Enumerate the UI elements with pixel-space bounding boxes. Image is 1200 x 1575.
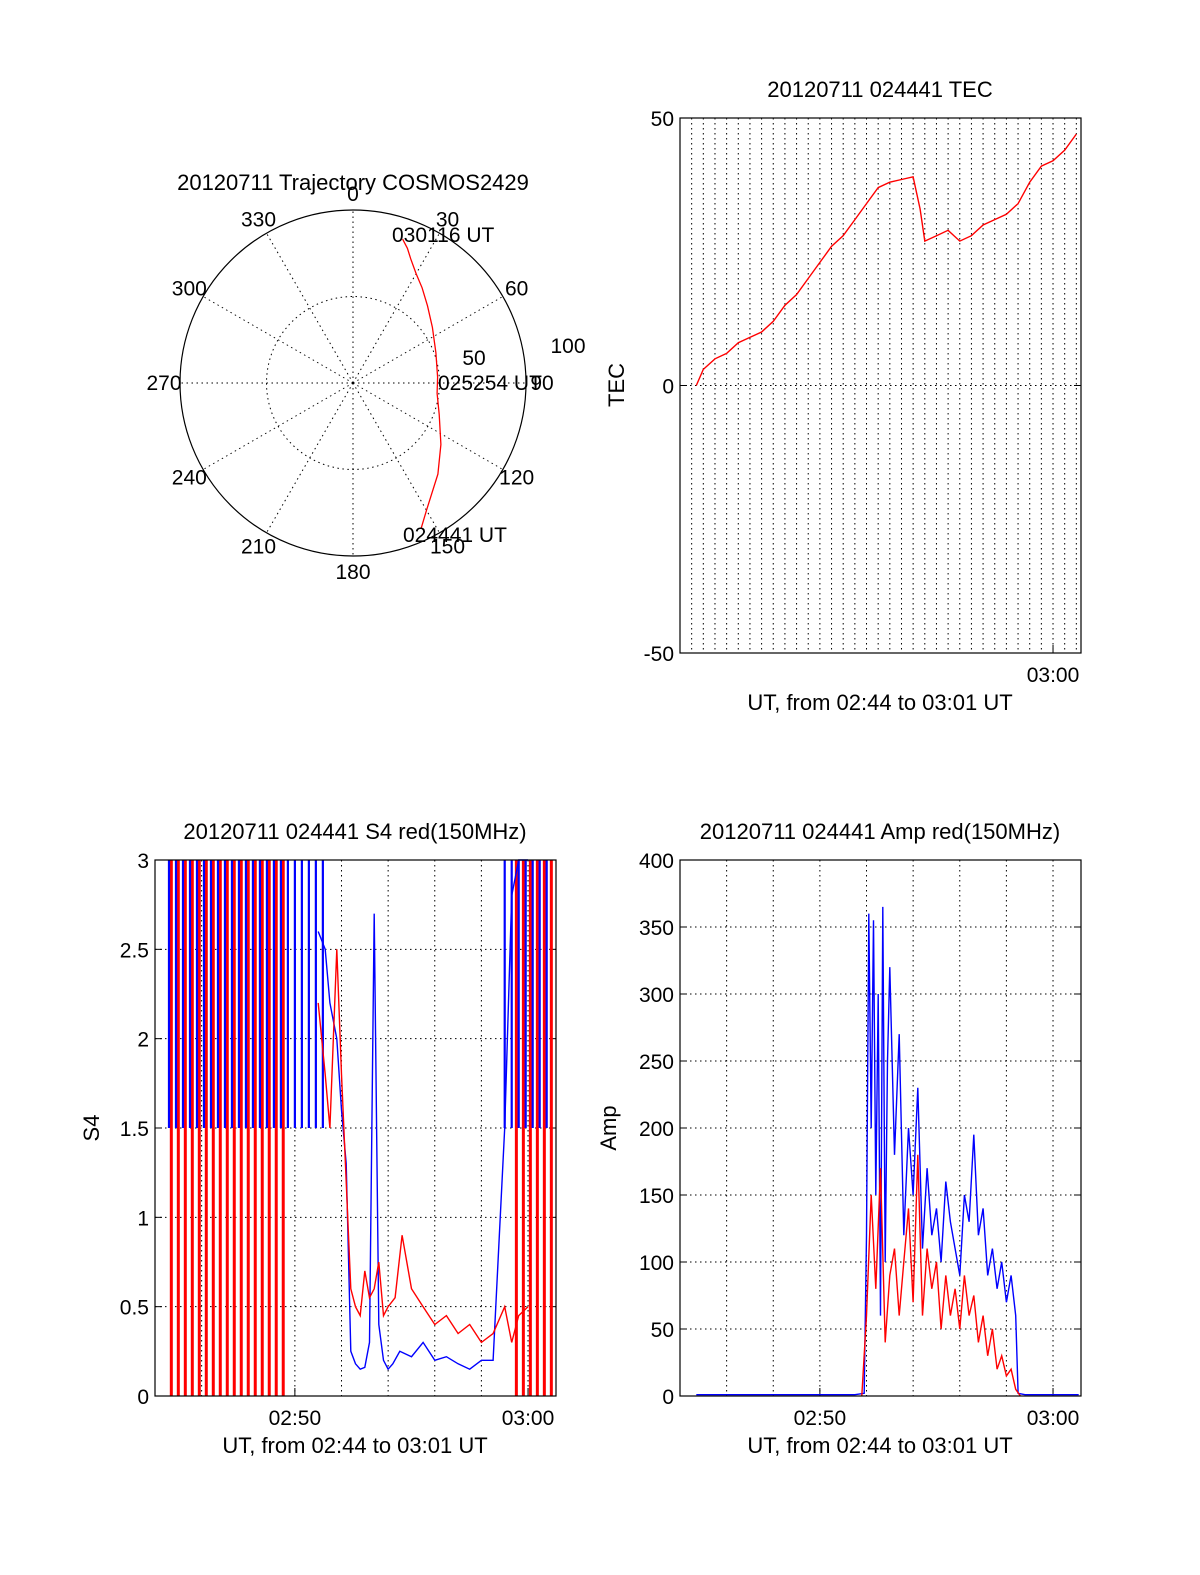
- s4-ytick-label: 2: [137, 1029, 149, 1052]
- polar-grid-spoke-30: [352, 232, 440, 384]
- polar-trajectory-panel: 20120711 Trajectory COSMOS2429 0 30 60 90 12…: [146, 170, 585, 584]
- s4-series-line-blue: [317, 859, 528, 1371]
- amp-ytick-label: 100: [639, 1252, 674, 1275]
- polar-azimuth-tick-150: 150: [430, 536, 465, 559]
- polar-azimuth-tick-210: 210: [241, 536, 276, 559]
- s4-ytick-label: 1: [137, 1207, 149, 1230]
- polar-azimuth-tick-240: 240: [172, 467, 207, 490]
- tec-xtick-label: 03:00: [1027, 664, 1080, 687]
- polar-grid-spoke-60: [352, 296, 504, 384]
- s4-x-axis-label: UT, from 02:44 to 03:01 UT: [222, 1433, 487, 1458]
- s4-ytick-label: 0: [137, 1386, 149, 1409]
- amp-ytick-label: 150: [639, 1185, 674, 1208]
- amp-plot-frame: [679, 859, 1082, 1397]
- polar-grid-spoke-120: [352, 382, 504, 470]
- amp-series-group: [696, 906, 1079, 1397]
- polar-azimuth-tick-120: 120: [499, 467, 534, 490]
- polar-azimuth-tick-30: 30: [436, 208, 459, 231]
- polar-azimuth-labels: 0 30 60 90 120 150 180 210 240 270 300 330: [146, 183, 553, 584]
- s4-series-group: [167, 859, 553, 1396]
- amp-xtick-label: 03:00: [1027, 1407, 1080, 1430]
- polar-outer-circle: [179, 209, 527, 557]
- amp-series-line-red: [861, 1154, 1021, 1397]
- polar-title: 20120711 Trajectory COSMOS2429: [177, 170, 529, 195]
- tec-ytick-label: 50: [651, 108, 674, 131]
- polar-radial-tick-50: 50: [462, 347, 485, 370]
- polar-azimuth-tick-300: 300: [172, 278, 207, 301]
- polar-azimuth-tick-330: 330: [241, 208, 276, 231]
- s4-ytick-label: 0.5: [120, 1297, 149, 1320]
- s4-title: 20120711 024441 S4 red(150MHz): [183, 819, 526, 844]
- tec-ytick-label: 0: [662, 376, 674, 399]
- tec-ytick-label: -50: [644, 643, 674, 666]
- tec-panel: 20120711 024441 TEC -50 0 50 03:00 UT, from…: [604, 77, 1082, 715]
- polar-label-start: 024441 UT: [403, 524, 507, 547]
- polar-trajectory-line: [402, 238, 442, 529]
- polar-grid: [180, 210, 526, 556]
- s4-tick-labels: 0 0.5 1 1.5 2 2.5 3 02:50 03:00: [120, 850, 555, 1430]
- amp-panel: 20120711 024441 Amp red(150MHz) 0 50 100 15…: [596, 819, 1082, 1458]
- tec-series-group: [695, 133, 1077, 386]
- amp-ytick-label: 300: [639, 984, 674, 1007]
- polar-label-end: 030116 UT: [392, 224, 495, 247]
- polar-azimuth-tick-90: 90: [530, 372, 553, 395]
- amp-ytick-label: 350: [639, 917, 674, 940]
- s4-ytick-label: 3: [137, 850, 149, 873]
- polar-label-mid: 025254 UT: [438, 372, 542, 395]
- amp-ytick-label: 0: [662, 1386, 674, 1409]
- tec-series-line-red: [695, 133, 1077, 386]
- polar-grid-spoke-330: [266, 232, 354, 384]
- amp-series-line-blue: [696, 906, 1079, 1396]
- polar-grid-spoke-300: [202, 296, 354, 384]
- tec-y-axis-label: TEC: [604, 363, 629, 407]
- s4-xtick-label: 03:00: [502, 1407, 555, 1430]
- amp-x-axis-label: UT, from 02:44 to 03:01 UT: [747, 1433, 1012, 1458]
- polar-radial-tick-100: 100: [550, 335, 585, 358]
- amp-ytick-label: 200: [639, 1118, 674, 1141]
- tec-title: 20120711 024441 TEC: [767, 77, 993, 102]
- polar-azimuth-tick-270: 270: [146, 372, 181, 395]
- s4-series-line-red: [317, 949, 529, 1344]
- s4-ytick-label: 2.5: [120, 939, 149, 962]
- amp-tick-labels: 0 50 100 150 200 250 300 350 400 02:50 03:00: [639, 850, 1079, 1430]
- amp-title: 20120711 024441 Amp red(150MHz): [700, 819, 1060, 844]
- tec-tick-labels: -50 0 50 03:00: [644, 108, 1080, 687]
- polar-grid-spoke-240: [202, 382, 354, 470]
- tec-plot-frame: [679, 117, 1082, 654]
- polar-azimuth-tick-60: 60: [505, 278, 528, 301]
- amp-ytick-label: 400: [639, 850, 674, 873]
- s4-ytick-label: 1.5: [120, 1118, 149, 1141]
- s4-y-axis-label: S4: [79, 1115, 104, 1142]
- polar-azimuth-tick-0: 0: [347, 183, 359, 206]
- s4-plot-frame: [154, 859, 557, 1397]
- amp-xtick-label: 02:50: [794, 1407, 847, 1430]
- polar-grid-spoke-210: [266, 382, 354, 534]
- amp-ytick-label: 50: [651, 1319, 674, 1342]
- polar-azimuth-tick-180: 180: [335, 561, 370, 584]
- s4-xtick-label: 02:50: [269, 1407, 322, 1430]
- polar-grid-spoke-150: [352, 382, 440, 534]
- s4-panel: 20120711 024441 S4 red(150MHz) 0 0.5 1 1.5 2…: [79, 819, 557, 1458]
- amp-ytick-label: 250: [639, 1051, 674, 1074]
- amp-y-axis-label: Amp: [596, 1105, 621, 1150]
- tec-grid: [680, 117, 1081, 654]
- tec-x-axis-label: UT, from 02:44 to 03:01 UT: [747, 690, 1012, 715]
